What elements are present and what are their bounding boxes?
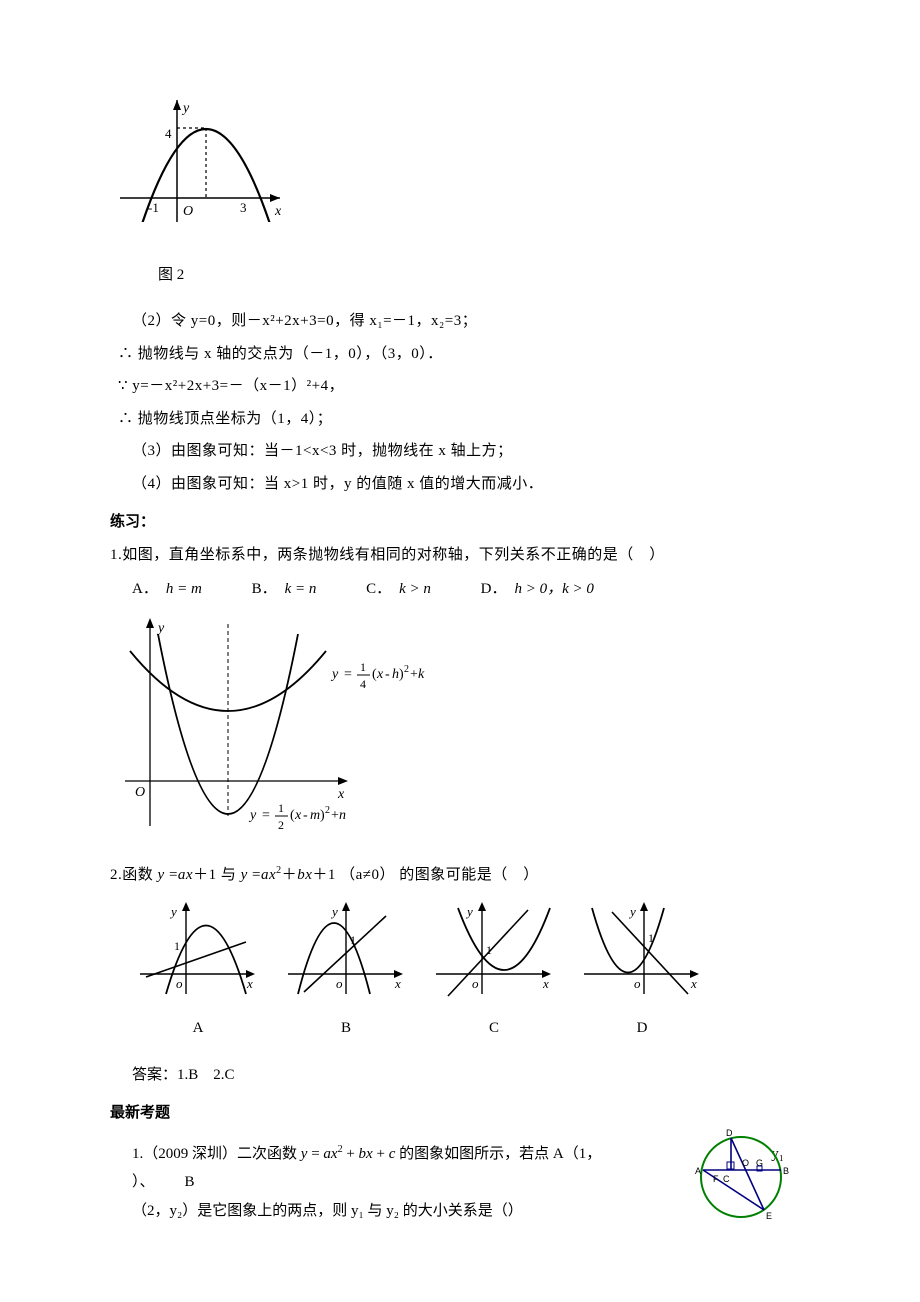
vertex-y-label: 4 xyxy=(165,126,172,141)
y-axis-label: y xyxy=(181,101,190,116)
practice-q1-stem: 1.如图，直角坐标系中，两条抛物线有相同的对称轴，下列关系不正确的是（ ） xyxy=(110,541,810,570)
panel-D: y x o 1 D xyxy=(582,902,702,1043)
svg-text:y: y xyxy=(248,808,257,823)
option-B-text: k = n xyxy=(285,581,317,597)
svg-text:y: y xyxy=(169,904,177,919)
panel-C-label: C xyxy=(434,1014,554,1043)
q2-prefix: 2.函数 xyxy=(110,867,158,883)
svg-text:2: 2 xyxy=(404,664,409,675)
tp-y-label: y xyxy=(156,621,165,636)
svg-text:+: + xyxy=(410,667,418,682)
q2-cond: （a≠0） xyxy=(340,867,395,883)
solution-step-2d: ∴ 抛物线顶点坐标为（1，4）； xyxy=(118,405,810,434)
q2-joiner: 与 xyxy=(221,867,241,883)
panel-D-label: D xyxy=(582,1014,702,1043)
option-D: D．h > 0，k > 0 xyxy=(481,575,594,604)
tp-x-label: x xyxy=(337,787,345,802)
lq1-t2: 的图象如图所示，若点 A（1， xyxy=(395,1146,601,1162)
panel-A-label: A xyxy=(138,1014,258,1043)
solution-step-3: （3）由图象可知：当－1<x<3 时，抛物线在 x 轴上方； xyxy=(132,437,810,466)
circle-diagram: A B D E O G F C xyxy=(686,1122,796,1232)
svg-text:x: x xyxy=(294,808,302,823)
figure-2: -1 3 O x y 4 图 2 xyxy=(120,100,810,289)
panel-C: y x o 1 C xyxy=(434,902,554,1043)
svg-text:o: o xyxy=(176,976,183,991)
svg-text:y: y xyxy=(330,667,339,682)
option-A-text: h = m xyxy=(166,581,202,597)
panel-A: y x o 1 A xyxy=(138,902,258,1043)
svg-text:F: F xyxy=(713,1174,719,1184)
svg-text:+: + xyxy=(331,808,339,823)
svg-text:=: = xyxy=(344,667,352,682)
svg-text:B: B xyxy=(783,1166,789,1176)
svg-text:o: o xyxy=(336,976,343,991)
svg-text:1: 1 xyxy=(278,801,284,815)
svg-text:D: D xyxy=(726,1128,733,1138)
svg-text:x: x xyxy=(394,976,401,991)
figure-2-svg: -1 3 O x y 4 xyxy=(120,100,290,250)
answers-line: 答案：1.B 2.C xyxy=(132,1061,810,1090)
solution-step-2a: （2）令 y=0，则－x²+2x+3=0，得 x₁=－1，x₂=3； xyxy=(132,307,810,336)
lq1-t1: 1.（2009 深圳）二次函数 xyxy=(132,1146,301,1162)
practice-q2-stem: 2.函数 y =ax＋1 与 y =ax2＋bx＋1 （a≠0） 的图象可能是（… xyxy=(110,861,810,890)
practice-q1-options: A．h = m B．k = n C．k > n D．h > 0，k > 0 xyxy=(132,575,810,604)
practice-header: 练习： xyxy=(110,508,810,537)
solution-step-2b: ∴ 抛物线与 x 轴的交点为（－1，0），（3，0）． xyxy=(118,340,810,369)
option-A: A．h = m xyxy=(132,575,202,604)
svg-text:1: 1 xyxy=(360,660,366,674)
x-axis-label: x xyxy=(274,204,282,219)
svg-text:y: y xyxy=(628,904,636,919)
two-parabolas-svg: O y x y = 1 4 (x -h )2 +k y = xyxy=(120,616,440,841)
lq1-comma: 、 xyxy=(140,1174,155,1190)
svg-text:h: h xyxy=(392,667,399,682)
latest-q1: 1.（2009 深圳）二次函数 y = ax2 + bx + c 的图象如图所示… xyxy=(132,1140,788,1226)
solution-step-4: （4）由图象可知：当 x>1 时，y 的值随 x 值的增大而减小． xyxy=(132,470,810,499)
svg-text:k: k xyxy=(418,667,425,682)
q2-suffix: 的图象可能是（ ） xyxy=(399,867,539,883)
svg-text:=: = xyxy=(262,808,270,823)
tp-origin: O xyxy=(135,785,145,800)
panel-B: y x o 1 B xyxy=(286,902,406,1043)
option-B: B．k = n xyxy=(252,575,317,604)
svg-text:y: y xyxy=(465,904,473,919)
svg-text:A: A xyxy=(695,1166,701,1176)
svg-text:n: n xyxy=(339,808,346,823)
svg-text:O: O xyxy=(742,1158,749,1168)
svg-text:2: 2 xyxy=(325,805,330,816)
svg-text:m: m xyxy=(310,808,320,823)
lq1-line2: （2，y₂）是它图象上的两点，则 y₁ 与 y₂ 的大小关系是（） xyxy=(132,1203,523,1219)
svg-text:-: - xyxy=(303,808,308,823)
q2-panels: y x o 1 A y x o 1 B xyxy=(138,902,810,1043)
svg-text:x: x xyxy=(690,976,697,991)
svg-text:x: x xyxy=(542,976,549,991)
svg-text:C: C xyxy=(723,1174,730,1184)
panel-B-label: B xyxy=(286,1014,406,1043)
svg-text:2: 2 xyxy=(278,818,284,832)
option-C: C．k > n xyxy=(366,575,431,604)
option-D-text: h > 0，k > 0 xyxy=(515,581,594,597)
svg-text:x: x xyxy=(246,976,253,991)
svg-text:E: E xyxy=(766,1211,772,1221)
svg-text:o: o xyxy=(634,976,641,991)
svg-text:y: y xyxy=(330,904,338,919)
document-page: -1 3 O x y 4 图 2 （2）令 y=0，则－x²+2x+3=0，得 … xyxy=(0,0,920,1302)
svg-text:x: x xyxy=(376,667,384,682)
figure-2-caption: 图 2 xyxy=(158,261,810,290)
origin-label: O xyxy=(183,204,193,219)
svg-text:4: 4 xyxy=(360,677,366,691)
option-C-text: k > n xyxy=(399,581,431,597)
svg-text:1: 1 xyxy=(174,939,180,953)
lq1-b: B xyxy=(185,1174,195,1190)
two-parabolas-figure: O y x y = 1 4 (x -h )2 +k y = xyxy=(120,616,810,852)
svg-text:-: - xyxy=(385,667,390,682)
x-intercept-right: 3 xyxy=(240,200,247,215)
solution-step-2c: ∵ y=－x²+2x+3=－（x－1）²+4， xyxy=(118,372,810,401)
svg-text:o: o xyxy=(472,976,479,991)
